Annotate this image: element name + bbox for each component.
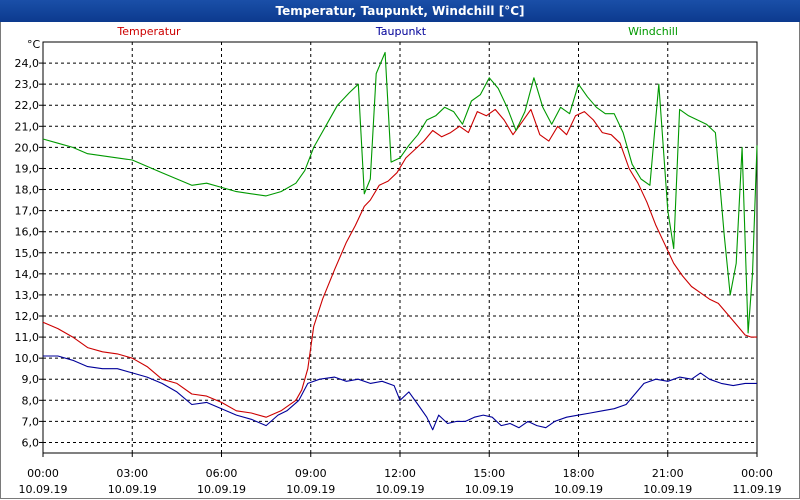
y-tick-label: 16,0 [15,226,40,239]
x-tick-date-label: 11.09.19 [733,483,782,496]
y-tick-label: 10,0 [15,352,40,365]
series-line-windchill [42,51,758,334]
chart-frame: 6,0 7,0 8,0 9,0 10,0 11,0 12,0 13,0 14,0 15,0 16,0… [0,22,800,499]
chart-title: Temperatur, Taupunkt, Windchill [°C] [0,0,800,22]
y-tick-label: 20,0 [15,141,40,154]
y-tick-label: 6,0 [22,436,40,449]
y-tick-label: 21,0 [15,120,40,133]
y-tick-label: 18,0 [15,184,40,197]
y-axis: 6,0 7,0 8,0 9,0 10,0 11,0 12,0 13,0 14,0 15,0 16,0… [15,57,43,449]
y-tick-label: 15,0 [15,247,40,260]
y-tick-label: 22,0 [15,99,40,112]
x-tick-time-label: 18:00 [563,467,595,480]
y-tick-label: 24,0 [15,57,40,70]
x-axis: 00:00 10.09.19 03:00 10.09.19 06:00 10.09.19 0… [19,453,782,496]
x-tick-date-label: 10.09.19 [554,483,603,496]
y-tick-label: 14,0 [15,268,40,281]
legend-taupunkt: Taupunkt [375,25,427,38]
y-tick-label: 17,0 [15,205,40,218]
x-tick-date-label: 10.09.19 [376,483,425,496]
x-tick-time-label: 00:00 [741,467,773,480]
y-tick-label: 9,0 [22,373,40,386]
x-tick-time-label: 00:00 [27,467,59,480]
y-tick-label: 19,0 [15,162,40,175]
line-chart: 6,0 7,0 8,0 9,0 10,0 11,0 12,0 13,0 14,0 15,0 16,0… [15,25,782,496]
x-tick-time-label: 03:00 [116,467,148,480]
y-tick-label: 8,0 [22,394,40,407]
x-tick-time-label: 06:00 [206,467,238,480]
y-tick-label: 7,0 [22,415,40,428]
y-tick-label: 13,0 [15,289,40,302]
series-line-taupunkt [43,355,757,431]
x-tick-date-label: 10.09.19 [643,483,692,496]
y-tick-label: 11,0 [15,331,40,344]
x-tick-date-label: 10.09.19 [19,483,68,496]
x-tick-time-label: 09:00 [295,467,327,480]
x-tick-time-label: 12:00 [384,467,416,480]
x-tick-time-label: 21:00 [652,467,684,480]
legend-windchill: Windchill [628,25,678,38]
x-tick-date-label: 10.09.19 [197,483,246,496]
grid [43,42,757,453]
x-tick-time-label: 15:00 [473,467,505,480]
y-tick-label: 23,0 [15,78,40,91]
x-tick-date-label: 10.09.19 [286,483,335,496]
series-lines [42,51,758,431]
legend-temperatur: Temperatur [116,25,181,38]
y-unit-label: °C [27,38,41,51]
x-tick-date-label: 10.09.19 [465,483,514,496]
x-tick-date-label: 10.09.19 [108,483,157,496]
y-tick-label: 12,0 [15,310,40,323]
series-line-temperatur [42,108,757,418]
